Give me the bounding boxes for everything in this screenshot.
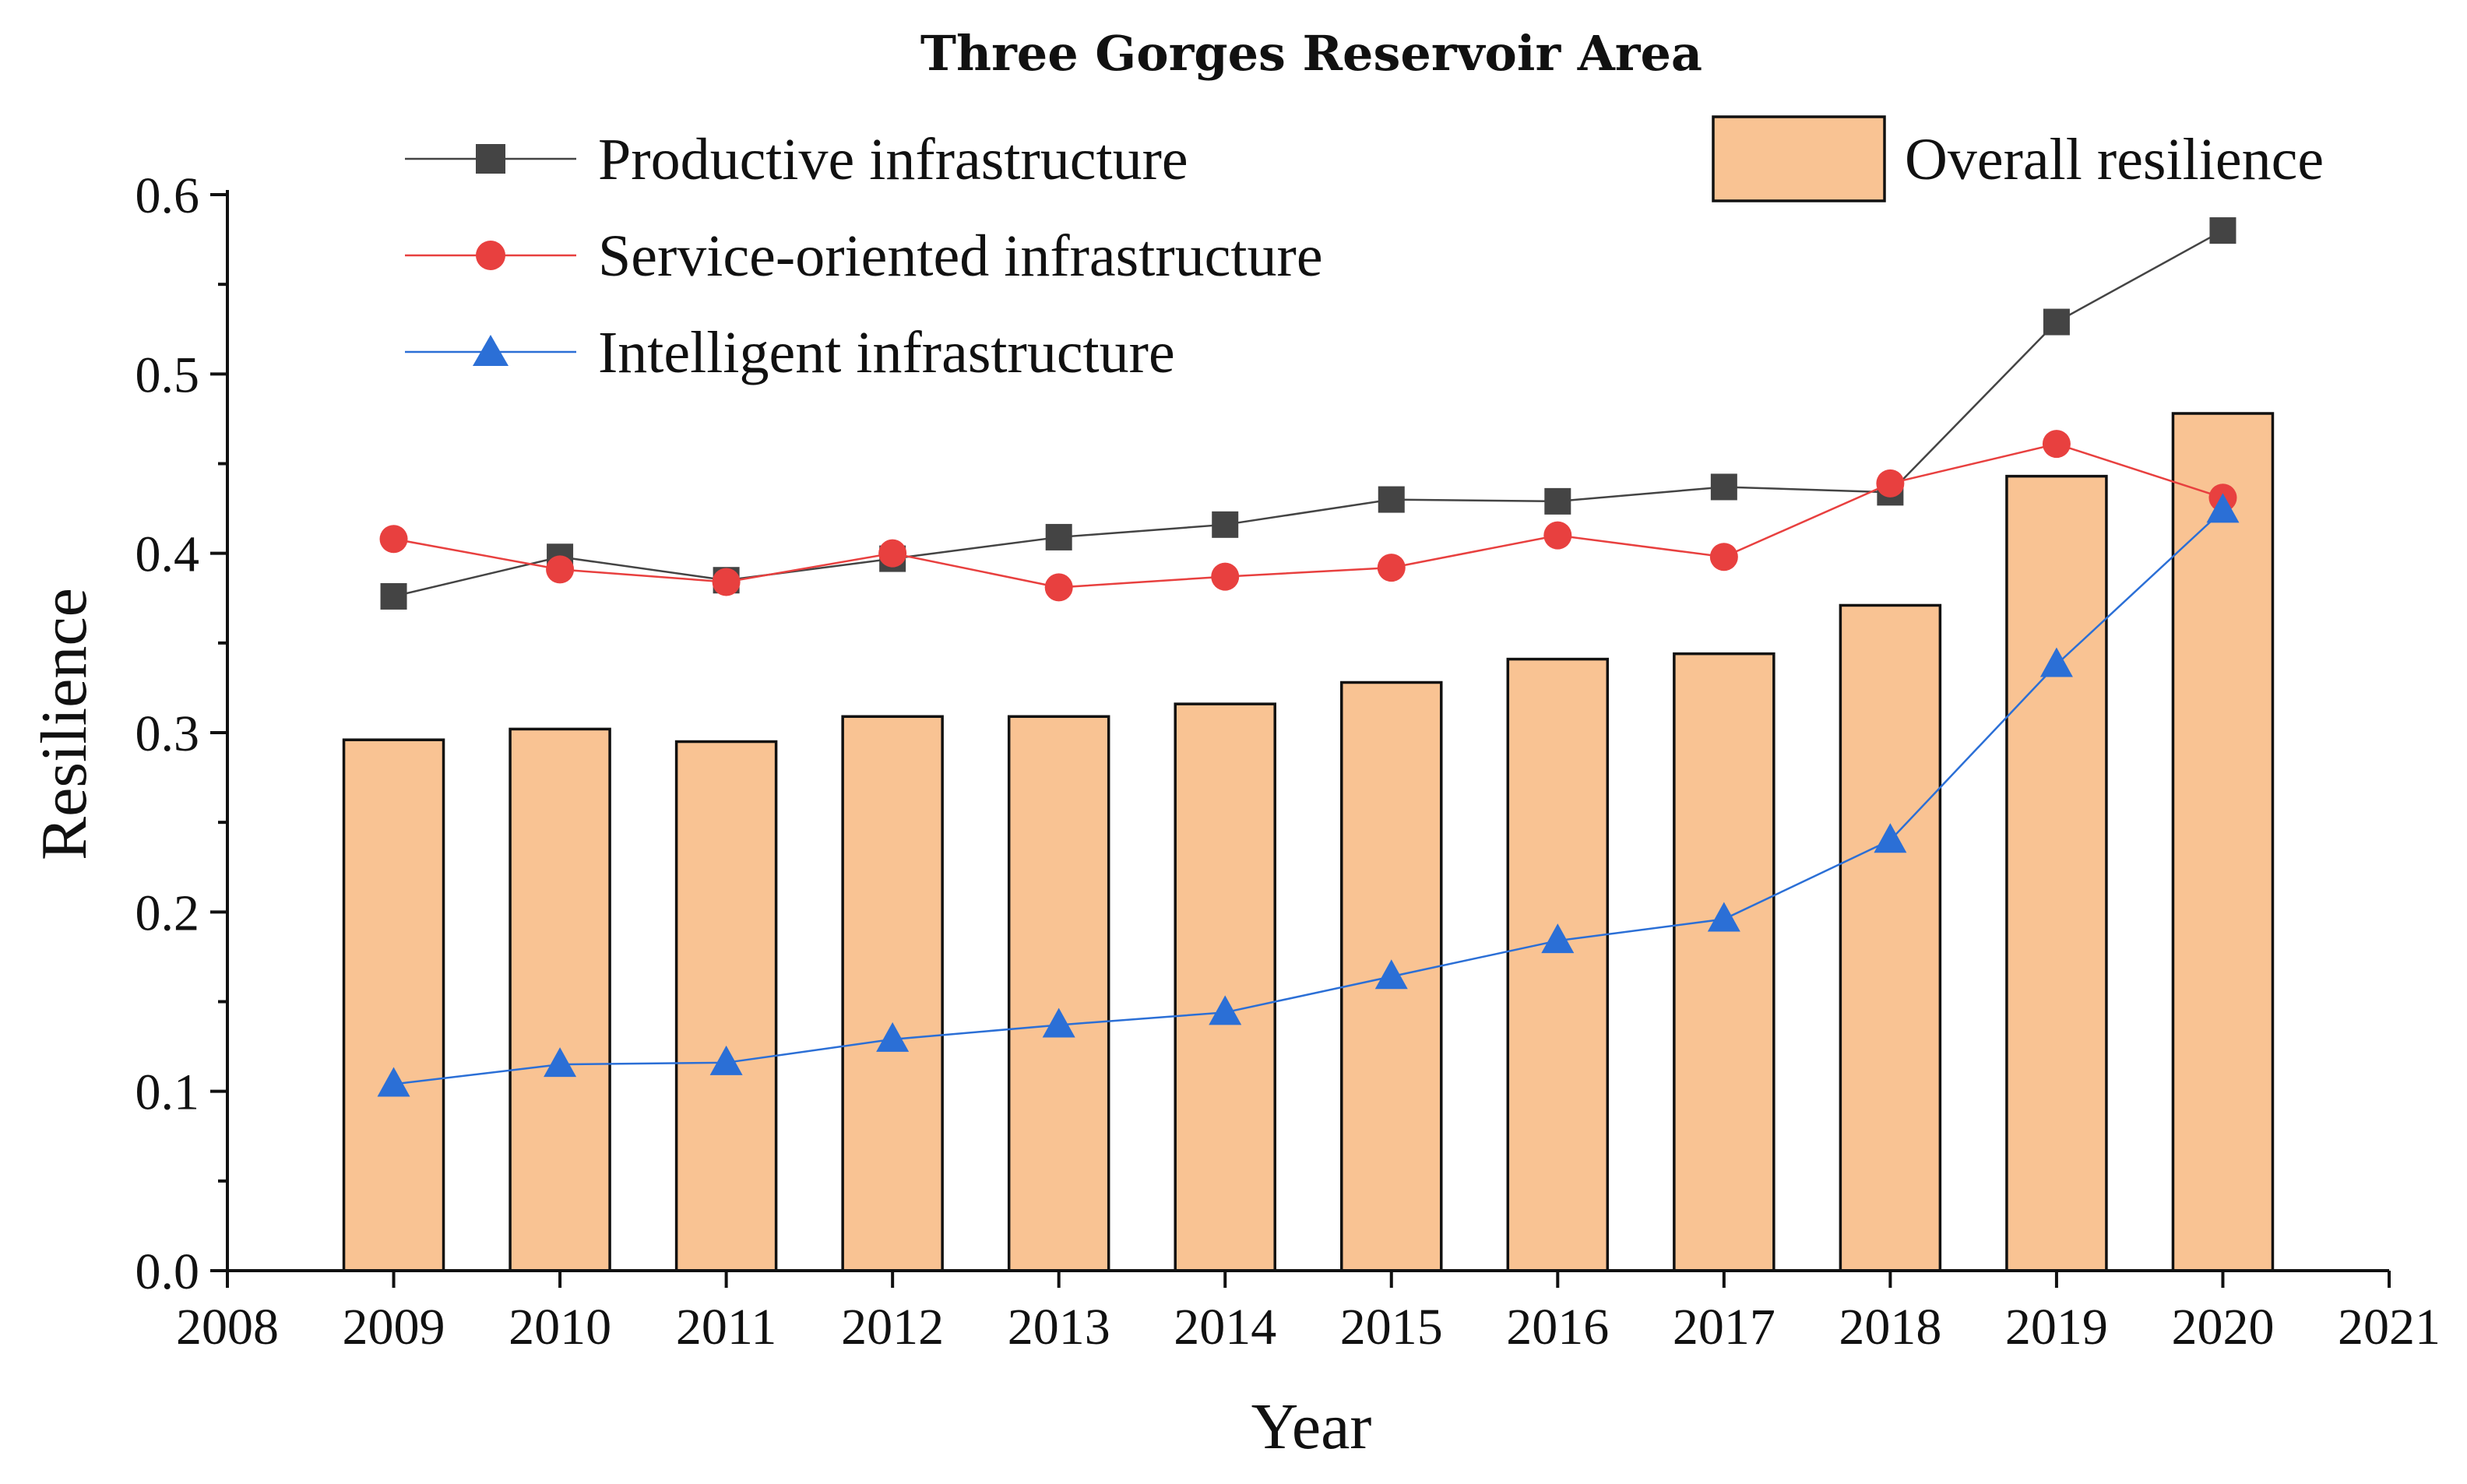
bar-2019 <box>2005 474 2108 1272</box>
legend-label-service: Service-oriented infrastructure <box>598 223 1323 289</box>
point-triangle-2019 <box>2039 647 2073 677</box>
point-triangle-2018 <box>1874 823 1907 853</box>
legend-label-overall: Overall resilience <box>1905 127 2324 192</box>
x-tick-label: 2009 <box>343 1299 445 1356</box>
point-circle-2018 <box>1876 469 1905 498</box>
bar-2016 <box>1506 657 1610 1272</box>
bar-2011 <box>674 740 778 1272</box>
legend-item-overall: Overall resilience <box>1712 115 2324 202</box>
x-tick-label: 2020 <box>2171 1299 2274 1356</box>
point-square-2014 <box>1212 511 1239 538</box>
y-tick-label: 0.1 <box>135 1064 200 1121</box>
point-circle-2009 <box>379 525 408 554</box>
bar-2009 <box>342 738 445 1272</box>
point-square-2013 <box>1045 523 1072 550</box>
point-circle-2011 <box>712 568 741 596</box>
legend-item-intelligent: Intelligent infrastructure <box>405 320 1175 385</box>
legend-item-service: Service-oriented infrastructure <box>405 223 1323 289</box>
x-tick-label: 2019 <box>2005 1299 2108 1356</box>
point-circle-2013 <box>1044 573 1073 602</box>
point-circle-2019 <box>2042 430 2071 459</box>
x-tick-label: 2018 <box>1839 1299 1941 1356</box>
point-triangle-2020 <box>2206 493 2240 523</box>
x-tick-label: 2013 <box>1008 1299 1110 1356</box>
point-circle-2015 <box>1377 554 1406 582</box>
x-tick-label: 2011 <box>676 1299 777 1356</box>
point-triangle-2014 <box>1209 995 1242 1025</box>
point-triangle-2010 <box>544 1047 577 1078</box>
bar-2018 <box>1839 603 1942 1272</box>
legend-triangle-marker <box>473 335 509 366</box>
point-square-2009 <box>380 582 407 610</box>
point-circle-2016 <box>1543 521 1572 550</box>
point-circle-2017 <box>1709 543 1738 571</box>
bar-2010 <box>509 727 611 1272</box>
point-circle-2012 <box>878 539 907 568</box>
x-tick-label: 2014 <box>1174 1299 1276 1356</box>
series-line-0 <box>393 229 2224 598</box>
point-square-2015 <box>1378 486 1405 513</box>
legend-bar-swatch <box>1712 115 1886 202</box>
x-tick-label: 2017 <box>1673 1299 1775 1356</box>
legend-label-intelligent: Intelligent infrastructure <box>598 320 1175 385</box>
point-circle-2014 <box>1211 562 1240 591</box>
bar-2012 <box>841 715 944 1272</box>
y-axis-label: Resilience <box>28 588 100 860</box>
legend-circle-marker <box>476 241 505 270</box>
bar-2020 <box>2171 412 2275 1272</box>
chart-title: Three Gorges Reservoir Area <box>920 25 1702 82</box>
y-tick-label: 0.2 <box>135 884 200 941</box>
x-tick-label: 2008 <box>176 1299 279 1356</box>
point-triangle-2013 <box>1042 1008 1075 1038</box>
point-square-2020 <box>2209 217 2236 244</box>
point-triangle-2017 <box>1707 902 1740 932</box>
point-square-2016 <box>1544 487 1571 515</box>
legend-item-productive: Productive infrastructure <box>405 127 1188 192</box>
axes-layer <box>210 190 2391 1288</box>
point-triangle-2016 <box>1541 923 1575 954</box>
x-axis-label: Year <box>1251 1391 1372 1463</box>
bars-layer <box>342 412 2275 1272</box>
y-tick-label: 0.3 <box>135 705 200 762</box>
y-tick-label: 0.4 <box>135 526 200 583</box>
x-tick-labels: 2008 2009 2010 2011 2012 2013 2014 2015 2016 2017… <box>176 1299 2441 1356</box>
point-square-2017 <box>1710 473 1737 501</box>
legend-square-marker <box>476 144 505 174</box>
bar-2017 <box>1673 652 1775 1272</box>
point-triangle-2015 <box>1374 959 1408 990</box>
point-circle-2010 <box>546 555 575 584</box>
bar-2014 <box>1174 702 1276 1272</box>
legend-label-productive: Productive infrastructure <box>598 127 1188 192</box>
point-triangle-2012 <box>876 1022 910 1052</box>
y-tick-label: 0.0 <box>135 1243 200 1300</box>
x-tick-label: 2010 <box>509 1299 611 1356</box>
x-tick-label: 2016 <box>1506 1299 1609 1356</box>
y-tick-labels: 0.0 0.1 0.2 0.3 0.4 0.5 0.6 <box>135 167 200 1300</box>
x-tick-label: 2012 <box>841 1299 944 1356</box>
point-triangle-2011 <box>709 1045 743 1075</box>
y-tick-label: 0.5 <box>135 346 200 403</box>
x-tick-label: 2015 <box>1340 1299 1443 1356</box>
series-line-1 <box>393 442 2223 589</box>
series-line-2 <box>393 509 2224 1085</box>
y-tick-label: 0.6 <box>135 167 200 224</box>
bar-2013 <box>1007 715 1110 1272</box>
legend: Productive infrastructure Service-orient… <box>405 115 2324 385</box>
point-square-2019 <box>2043 308 2070 336</box>
x-tick-label: 2021 <box>2338 1299 2441 1356</box>
lines-layer <box>377 217 2240 1097</box>
point-triangle-2009 <box>377 1067 410 1097</box>
